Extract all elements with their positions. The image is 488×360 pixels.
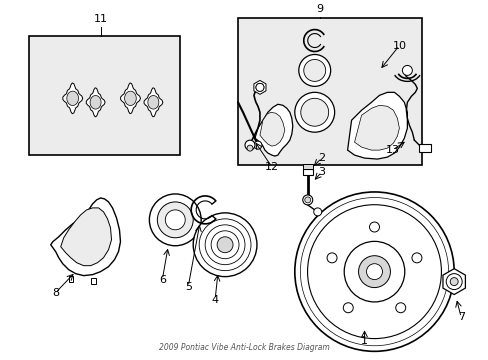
Circle shape (244, 140, 254, 150)
Circle shape (344, 241, 404, 302)
Circle shape (307, 205, 441, 339)
Text: 1: 1 (360, 336, 367, 346)
Polygon shape (347, 92, 407, 159)
Text: 7: 7 (457, 312, 464, 323)
Polygon shape (253, 80, 265, 94)
Circle shape (303, 59, 325, 81)
Bar (302, 169, 312, 175)
Circle shape (326, 253, 336, 263)
Circle shape (149, 194, 201, 246)
Polygon shape (442, 269, 465, 294)
Text: 2009 Pontiac Vibe Anti-Lock Brakes Diagram: 2009 Pontiac Vibe Anti-Lock Brakes Diagr… (159, 343, 329, 352)
Circle shape (253, 141, 262, 149)
Circle shape (358, 256, 389, 288)
Polygon shape (90, 278, 95, 284)
Circle shape (294, 192, 453, 351)
Polygon shape (90, 95, 101, 109)
Circle shape (302, 195, 312, 205)
Circle shape (343, 303, 352, 313)
Polygon shape (61, 208, 111, 266)
Circle shape (366, 264, 382, 280)
Circle shape (300, 98, 328, 126)
Polygon shape (63, 83, 82, 114)
Circle shape (411, 253, 421, 263)
Circle shape (246, 145, 252, 151)
Polygon shape (260, 112, 285, 146)
Circle shape (449, 278, 457, 285)
Circle shape (217, 237, 233, 253)
Circle shape (395, 303, 405, 313)
Text: 6: 6 (159, 275, 165, 285)
Polygon shape (67, 91, 79, 105)
Text: 2: 2 (318, 153, 325, 163)
Polygon shape (144, 88, 163, 117)
Circle shape (157, 202, 193, 238)
Polygon shape (86, 88, 105, 117)
Text: 13: 13 (385, 145, 399, 155)
Circle shape (255, 84, 264, 91)
Circle shape (313, 208, 321, 216)
Polygon shape (147, 95, 159, 109)
Polygon shape (51, 198, 120, 276)
Polygon shape (121, 83, 140, 114)
Bar (238, 18, 422, 165)
Bar (29, 36, 180, 155)
Bar (302, 164, 312, 169)
Circle shape (402, 66, 411, 75)
Text: 11: 11 (93, 14, 107, 24)
Circle shape (369, 222, 379, 232)
Polygon shape (354, 105, 399, 150)
Circle shape (298, 54, 330, 86)
Text: 9: 9 (316, 4, 323, 14)
Text: 12: 12 (264, 162, 278, 172)
Bar (419, 144, 430, 152)
Text: 10: 10 (391, 41, 406, 50)
Circle shape (304, 197, 310, 203)
Polygon shape (124, 91, 136, 105)
Circle shape (255, 84, 264, 91)
Circle shape (165, 210, 185, 230)
Polygon shape (254, 104, 292, 156)
Text: 8: 8 (52, 288, 59, 298)
Polygon shape (68, 276, 73, 282)
Circle shape (294, 92, 334, 132)
Text: 5: 5 (184, 282, 191, 292)
Circle shape (193, 213, 256, 276)
Text: 4: 4 (211, 294, 218, 305)
Text: 3: 3 (318, 167, 325, 177)
